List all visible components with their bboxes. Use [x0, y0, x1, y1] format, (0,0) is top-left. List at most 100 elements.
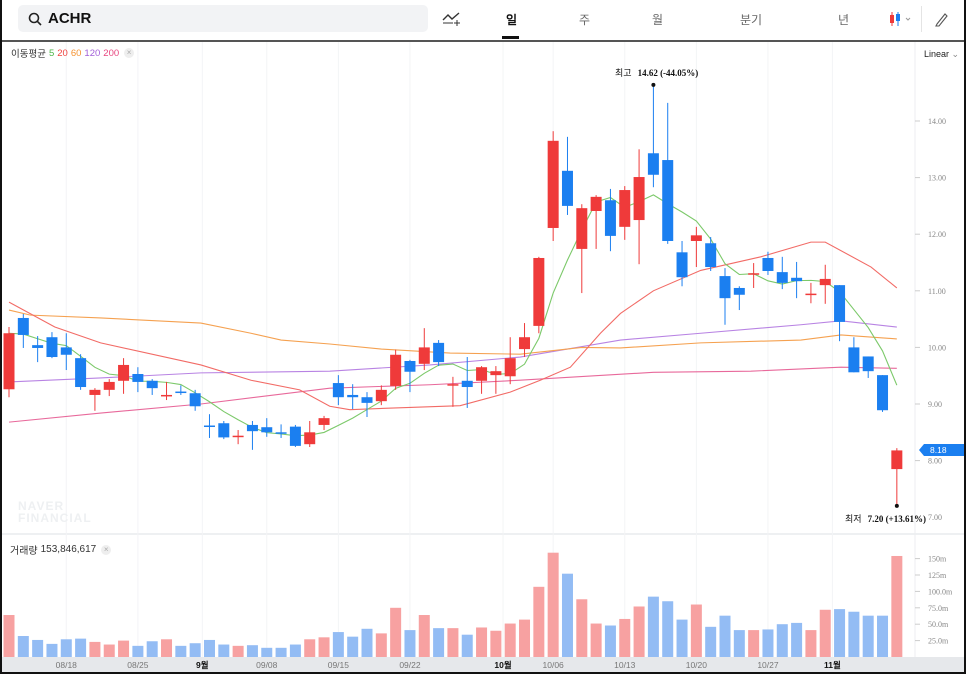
volume-bar	[390, 607, 402, 657]
x-axis-label: 08/25	[127, 660, 149, 670]
volume-bar	[547, 552, 559, 657]
legend-ma20[interactable]: 20	[57, 47, 68, 59]
candle-body	[891, 450, 903, 470]
active-tab-indicator	[502, 36, 519, 39]
candle-body	[3, 333, 15, 390]
tab-weekly[interactable]: 주	[579, 13, 591, 27]
candle-body	[547, 140, 559, 228]
candle-body	[118, 364, 130, 381]
volume-bar	[361, 628, 373, 657]
candle	[791, 261, 803, 299]
candle	[633, 149, 645, 265]
legend-ma60[interactable]: 60	[70, 47, 82, 59]
x-axis-label: 09/22	[399, 660, 421, 670]
legend-ma120[interactable]: 120	[84, 47, 101, 59]
candle	[533, 256, 545, 334]
candle	[375, 385, 387, 406]
candle-body	[418, 347, 430, 364]
scale-mode-dropdown[interactable]: Linear ⌄	[924, 49, 959, 60]
high-annotation: 최고 14.62 (-44.05%)	[615, 66, 698, 79]
search-input[interactable]: ACHR	[18, 5, 428, 32]
candle-body	[347, 394, 359, 398]
candle-body	[862, 356, 874, 372]
candle-body	[819, 278, 831, 286]
candle	[619, 186, 631, 240]
price-axis-label: 11.00	[928, 287, 946, 296]
tab-quarterly[interactable]: 분기	[740, 13, 763, 27]
volume-axis-label: 150m	[928, 555, 947, 564]
volume-bar	[75, 638, 87, 657]
candle-body	[647, 153, 659, 175]
candle	[175, 385, 187, 395]
price-axis-label: 7.00	[928, 513, 942, 522]
toolbar: ACHR 일 주 월 분기 년	[2, 0, 964, 42]
volume-bar	[776, 624, 788, 657]
candle-body	[318, 418, 330, 425]
candle-body	[877, 375, 889, 411]
volume-bar	[189, 643, 201, 657]
candle-body	[404, 360, 416, 372]
search-icon	[28, 12, 42, 26]
tab-yearly[interactable]: 년	[838, 13, 850, 27]
candle-body	[561, 170, 573, 206]
legend-ma5[interactable]: 5	[48, 47, 55, 59]
candle-body	[89, 389, 101, 395]
candle	[118, 358, 130, 394]
chart-type-candle-icon[interactable]	[888, 11, 914, 27]
candle	[490, 366, 502, 394]
volume-bar	[719, 615, 731, 657]
candle-body	[189, 393, 201, 407]
volume-bar	[805, 630, 817, 657]
legend-ma200[interactable]: 200	[103, 47, 120, 59]
x-axis-label: 10/20	[686, 660, 708, 670]
volume-bar	[519, 619, 531, 657]
candle-body	[232, 435, 244, 438]
close-icon[interactable]: ×	[101, 544, 112, 555]
divider	[921, 6, 922, 32]
volume-bar	[175, 645, 187, 657]
candle	[32, 336, 44, 363]
volume-bar	[46, 643, 58, 657]
candle-body	[146, 380, 158, 389]
candle	[60, 333, 72, 371]
volume-bar	[533, 586, 545, 657]
candle	[89, 388, 101, 411]
candle-body	[17, 317, 29, 335]
x-axis-label: 11월	[824, 660, 841, 670]
candle	[347, 384, 359, 410]
candle	[17, 314, 29, 348]
candle	[719, 268, 731, 325]
add-indicator-icon[interactable]	[442, 11, 462, 27]
candle-body	[75, 358, 87, 388]
candle	[246, 420, 258, 450]
candle	[232, 430, 244, 445]
candle	[590, 195, 602, 249]
volume-bar	[89, 641, 101, 657]
draw-pencil-icon[interactable]	[934, 11, 948, 27]
volume-bar	[733, 630, 745, 657]
candle-body	[375, 389, 387, 402]
volume-bar	[304, 639, 316, 657]
candle-body	[447, 384, 459, 386]
volume-bar	[819, 609, 831, 657]
tab-monthly[interactable]: 월	[652, 13, 664, 27]
volume-bar	[576, 599, 588, 657]
tab-daily[interactable]: 일	[506, 13, 518, 27]
legend-title: 이동평균	[11, 49, 46, 60]
candle	[848, 337, 860, 373]
naver-financial-watermark: NAVER FINANCIAL	[18, 499, 92, 525]
candle-body	[161, 394, 173, 397]
volume-bar	[289, 644, 301, 657]
price-axis-label: 9.00	[928, 400, 942, 409]
volume-bar	[690, 604, 702, 657]
candle	[604, 188, 616, 252]
candle-body	[132, 374, 144, 382]
close-icon[interactable]: ×	[124, 48, 135, 58]
price-axis-label: 12.00	[928, 230, 946, 239]
candle	[647, 85, 659, 188]
candle-body	[690, 235, 702, 241]
candle	[418, 328, 430, 371]
volume-bar	[118, 640, 130, 657]
volume-bar	[590, 623, 602, 657]
